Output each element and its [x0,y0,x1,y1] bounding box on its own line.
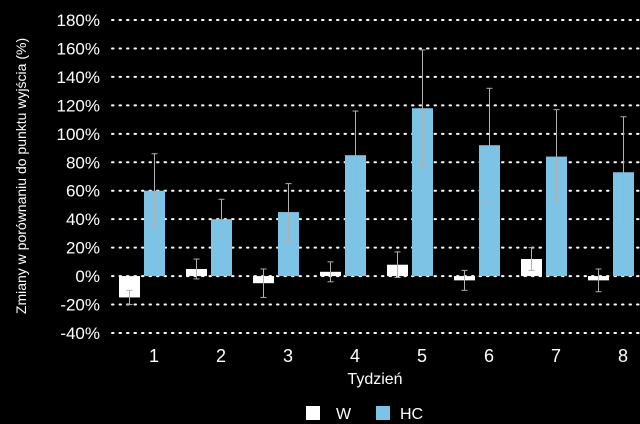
bar-hc-week-2 [211,219,232,277]
y-tick-label: 140% [57,68,100,87]
y-tick-label: 60% [66,182,100,201]
y-axis-tick-labels: -40% -20% 0% 20% 40% 60% 80% 100% 120% 140% 160% 18… [57,11,100,343]
x-tick-label: 7 [551,346,561,366]
y-axis-title: Zmiany w porównaniu do punktu wyjścia (%… [13,38,29,314]
y-tick-label: 0% [75,267,100,286]
x-tick-label: 5 [417,346,427,366]
bar-hc-week-7 [546,156,567,277]
y-tick-label: 20% [66,239,100,258]
y-tick-label: 180% [57,11,100,30]
error-bars [126,49,627,306]
y-tick-label: 80% [66,153,100,172]
x-tick-label: 4 [350,346,360,366]
bar-hc-week-4 [345,155,366,277]
x-axis-title: Tydzień [347,371,402,388]
legend-swatch-w [306,406,320,420]
grid-lines [111,19,640,334]
bar-hc-week-6 [479,145,500,277]
x-tick-label: 3 [283,346,293,366]
x-tick-label: 6 [484,346,494,366]
y-tick-label: 100% [57,125,100,144]
bar-w-week-1 [119,276,140,298]
y-tick-label: -20% [60,296,100,315]
legend-swatch-hc [376,406,390,420]
legend-label-w: W [336,406,352,423]
y-tick-label: -40% [60,324,100,343]
bar-hc-week-5 [412,108,433,277]
x-tick-label: 1 [149,346,159,366]
bar-hc-week-1 [144,190,165,277]
x-axis-tick-labels: 1 2 3 4 5 6 7 8 [149,346,628,366]
bar-hc-week-3 [278,212,299,277]
x-tick-label: 2 [216,346,226,366]
y-tick-label: 160% [57,39,100,58]
y-tick-label: 120% [57,96,100,115]
legend-label-hc: HC [400,406,423,423]
x-tick-label: 8 [618,346,628,366]
legend: W HC [306,406,423,423]
y-tick-label: 40% [66,210,100,229]
